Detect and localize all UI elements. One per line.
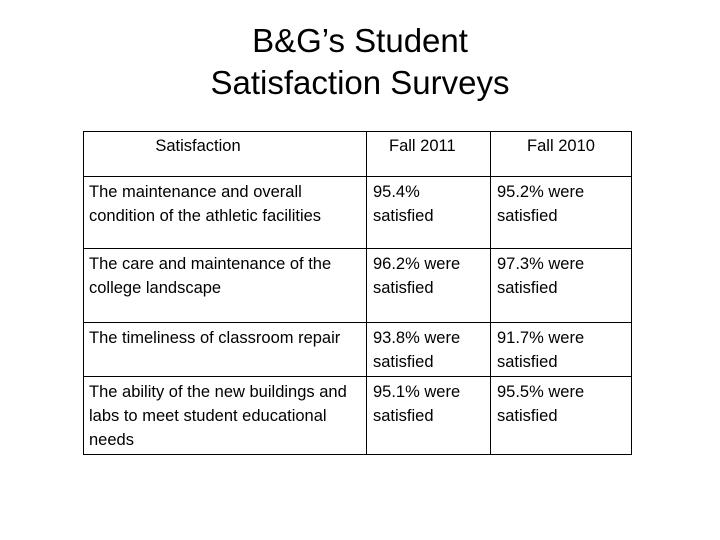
row-item-label: The maintenance and overall condition of…	[83, 176, 367, 249]
table-row: The ability of the new buildings and lab…	[83, 376, 632, 455]
header-satisfaction: Satisfaction	[83, 131, 367, 177]
table-row: The care and maintenance of the college …	[83, 248, 632, 323]
row-fall-2011-value: 95.4% satisfied	[366, 176, 491, 249]
slide-title-line-1: B&G’s Student	[252, 22, 468, 59]
table-row: The timeliness of classroom repair 93.8%…	[83, 322, 632, 377]
row-item-label: The ability of the new buildings and lab…	[83, 376, 367, 455]
header-fall-2011: Fall 2011	[366, 131, 491, 177]
row-fall-2011-value: 95.1% were satisfied	[366, 376, 491, 455]
row-fall-2011-value: 96.2% were satisfied	[366, 248, 491, 323]
row-item-label: The care and maintenance of the college …	[83, 248, 367, 323]
slide-title: B&G’s Student Satisfaction Surveys	[0, 20, 720, 104]
row-fall-2010-value: 91.7% were satisfied	[490, 322, 632, 377]
header-fall-2010: Fall 2010	[490, 131, 632, 177]
table-header-row: Satisfaction Fall 2011 Fall 2010	[83, 131, 632, 177]
row-item-label: The timeliness of classroom repair	[83, 322, 367, 377]
row-fall-2010-value: 95.2% were satisfied	[490, 176, 632, 249]
row-fall-2010-value: 97.3% were satisfied	[490, 248, 632, 323]
row-fall-2010-value: 95.5% were satisfied	[490, 376, 632, 455]
row-fall-2011-value: 93.8% were satisfied	[366, 322, 491, 377]
table-row: The maintenance and overall condition of…	[83, 176, 632, 249]
satisfaction-table: Satisfaction Fall 2011 Fall 2010 The mai…	[83, 131, 632, 455]
slide-title-line-2: Satisfaction Surveys	[210, 64, 510, 101]
